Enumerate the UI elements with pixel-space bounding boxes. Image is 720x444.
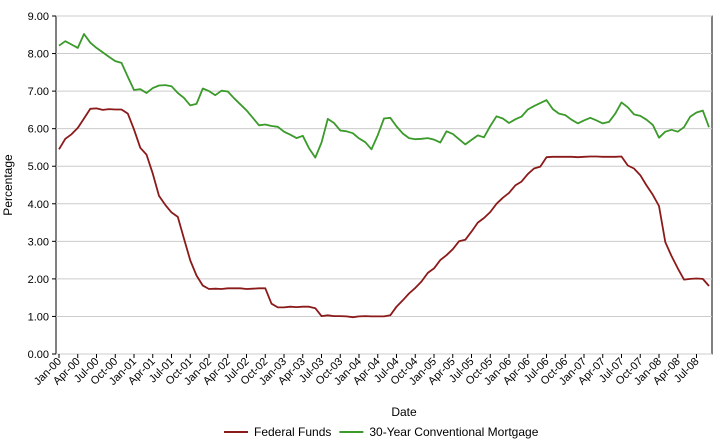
legend-label: Federal Funds xyxy=(254,425,331,439)
y-tick-label: 1.00 xyxy=(28,311,49,323)
y-tick-label: 6.00 xyxy=(28,124,49,136)
x-axis-ticks: Jan-00Apr-00Jul-00Oct-00Jan-01Apr-01Jul-… xyxy=(32,354,702,388)
y-tick-label: 3.00 xyxy=(28,236,49,248)
series-line xyxy=(58,107,710,319)
y-tick-label: 7.00 xyxy=(28,86,49,98)
series-line xyxy=(58,33,710,159)
series-lines xyxy=(58,33,710,319)
legend: Federal Funds 30-Year Conventional Mortga… xyxy=(224,425,539,439)
y-tick-label: 8.00 xyxy=(28,49,49,61)
y-tick-label: 0.00 xyxy=(28,349,49,361)
y-axis-title: Percentage xyxy=(1,154,15,216)
grid-lines xyxy=(56,15,712,355)
y-tick-label: 2.00 xyxy=(28,274,49,286)
plot-area xyxy=(55,15,713,355)
legend-label: 30-Year Conventional Mortgage xyxy=(369,425,538,439)
y-axis-ticks: 0.00 1.00 2.00 3.00 4.00 5.00 6.00 7.00 8.00 9.00 xyxy=(28,11,56,361)
x-axis-title: Date xyxy=(391,405,417,419)
y-tick-label: 4.00 xyxy=(28,199,49,211)
y-tick-label: 9.00 xyxy=(28,11,49,23)
y-tick-label: 5.00 xyxy=(28,161,49,173)
